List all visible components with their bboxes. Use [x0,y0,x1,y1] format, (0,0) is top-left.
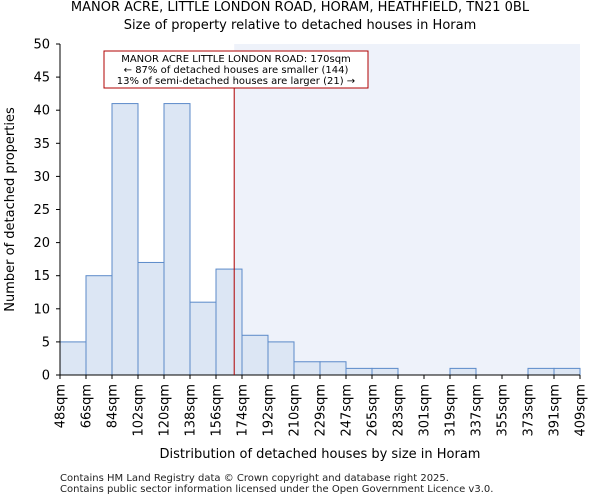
x-tick-label: 156sqm [210,384,225,437]
x-tick-label: 102sqm [132,384,147,437]
histogram-bar [111,103,139,376]
x-axis-label: Distribution of detached houses by size … [160,447,481,462]
histogram-bar [527,367,555,376]
histogram-bar [163,103,191,376]
x-tick-label: 283sqm [392,384,407,437]
x-tick-label: 138sqm [184,384,199,437]
histogram-bar [345,367,373,376]
annotation-line2: ← 87% of detached houses are smaller (14… [124,65,349,76]
histogram-bar [319,361,347,376]
y-tick-label: 5 [42,335,50,350]
x-tick-label: 301sqm [418,384,433,437]
annotation-box-border [103,50,369,89]
x-tick-label: 409sqm [574,384,589,437]
y-tick-label: 30 [33,170,50,185]
x-tick-label: 319sqm [444,384,459,437]
x-tick-label: 66sqm [80,384,95,428]
chart-title-line2: Size of property relative to detached ho… [123,18,477,33]
x-tick-label: 210sqm [288,384,303,437]
y-tick-label: 40 [33,104,50,119]
x-tick-label: 373sqm [522,384,537,437]
x-tick-label: 192sqm [262,384,277,437]
histogram-bar [293,361,321,376]
annotation-line3: 13% of semi-detached houses are larger (… [117,76,355,87]
x-tick-label: 84sqm [106,384,121,428]
x-tick-label: 120sqm [158,384,173,437]
histogram-bar [85,275,113,376]
histogram-bar [59,341,87,376]
footer-line2: Contains public sector information licen… [60,484,494,495]
y-tick-label: 10 [33,302,50,317]
y-tick-label: 0 [42,369,50,384]
x-tick-label: 247sqm [340,384,355,437]
x-tick-label: 337sqm [470,384,485,437]
y-axis-label: Number of detached properties [3,107,18,312]
histogram-bar [215,268,243,376]
histogram-bar [241,334,269,376]
histogram-bar [553,367,581,376]
footer-line1: Contains HM Land Registry data © Crown c… [60,473,449,484]
annotation-line1: MANOR ACRE LITTLE LONDON ROAD: 170sqm [121,54,351,65]
x-tick-label: 265sqm [366,384,381,437]
annotation-box: MANOR ACRE LITTLE LONDON ROAD: 170sqm ← … [103,50,369,89]
y-tick-label: 45 [33,71,50,86]
x-tick-label: 174sqm [236,384,251,437]
x-tick-label: 391sqm [548,384,563,437]
y-tick-label: 35 [33,137,50,152]
histogram-bar [267,341,295,376]
histogram-bar [189,301,217,376]
histogram-bar [371,367,399,376]
histogram-bar [449,367,477,376]
chart-area: 0 5 10 15 20 25 30 35 40 45 50 48sqm 66sqm 84sqm 102s… [3,38,589,463]
y-tick-label: 15 [33,269,50,284]
y-tick-label: 25 [33,203,50,218]
x-tick-label: 229sqm [314,384,329,437]
chart-title-line1: MANOR ACRE, LITTLE LONDON ROAD, HORAM, H… [70,0,530,15]
x-tick-label: 355sqm [496,384,511,437]
y-tick-label: 20 [33,236,50,251]
x-tick-label: 48sqm [54,384,69,428]
larger-region-shade [234,44,580,375]
histogram-bar [137,261,165,376]
y-tick-label: 50 [33,38,50,53]
